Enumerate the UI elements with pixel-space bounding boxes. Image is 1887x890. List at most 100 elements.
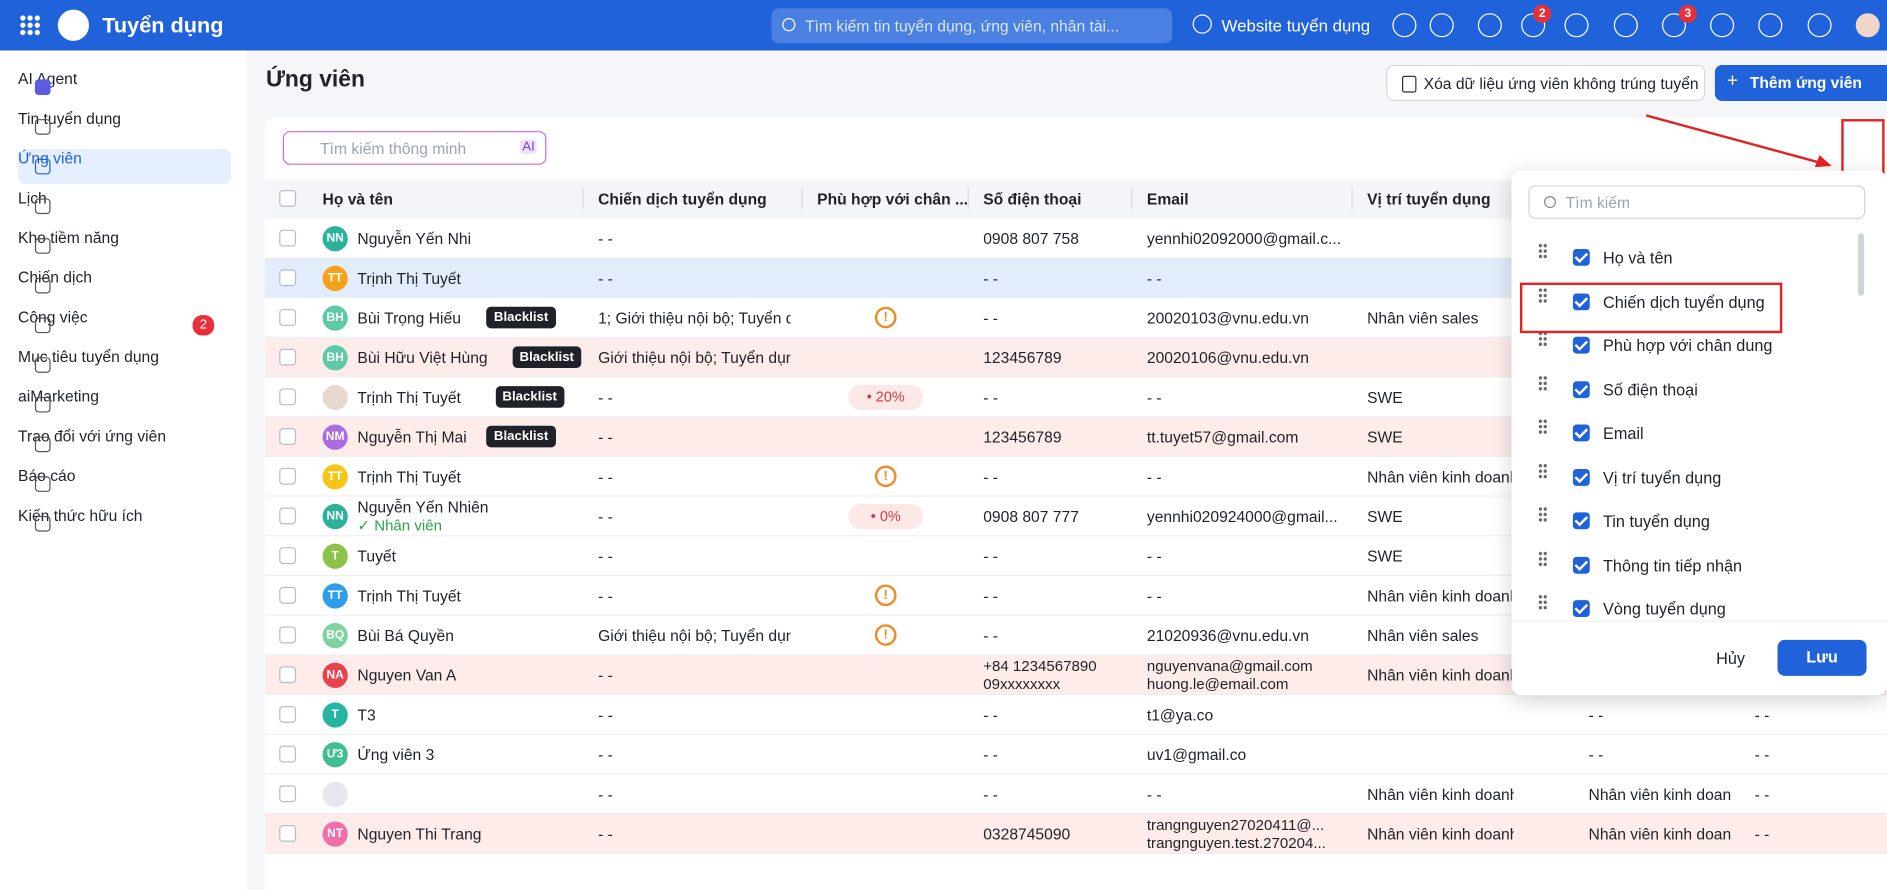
row-checkbox[interactable] bbox=[279, 388, 297, 406]
table-row[interactable]: - - - - - - Nhân viên kinh doanh Nhân viên k… bbox=[264, 774, 1887, 815]
candidate-name[interactable]: Tuyết bbox=[357, 547, 396, 566]
row-checkbox[interactable] bbox=[279, 309, 297, 326]
column-option[interactable]: Vòng tuyển dụng bbox=[1512, 585, 1861, 621]
row-checkbox[interactable] bbox=[279, 348, 297, 366]
row-checkbox[interactable] bbox=[279, 785, 297, 803]
column-checkbox[interactable] bbox=[1572, 380, 1590, 398]
header-icon[interactable] bbox=[1613, 13, 1638, 38]
job-post: Nhân viên kinh doan bbox=[1588, 785, 1732, 804]
nav-item[interactable]: aiMarketing bbox=[18, 387, 231, 422]
drag-handle[interactable] bbox=[1537, 550, 1548, 568]
header-icon[interactable] bbox=[1392, 13, 1417, 38]
candidate-name[interactable]: Bùi Hữu Việt Hùng bbox=[357, 348, 488, 367]
drag-handle[interactable] bbox=[1537, 506, 1548, 524]
header-icon[interactable] bbox=[1855, 13, 1880, 38]
apps-icon[interactable] bbox=[19, 14, 41, 37]
column-checkbox[interactable] bbox=[1572, 292, 1590, 310]
nav-item[interactable]: Kho tiềm năng bbox=[18, 229, 231, 264]
website-link[interactable]: Website tuyển dụng bbox=[1221, 15, 1371, 35]
drag-handle[interactable] bbox=[1537, 330, 1548, 348]
column-option[interactable]: Tin tuyển dụng bbox=[1512, 497, 1861, 540]
position: Nhân viên sales bbox=[1367, 626, 1479, 645]
column-option[interactable]: Thông tin tiếp nhận bbox=[1512, 541, 1861, 584]
candidate-name[interactable]: Nguyen Van A bbox=[357, 666, 457, 685]
candidate-name[interactable]: Trịnh Thị Tuyết bbox=[357, 586, 461, 605]
column-checkbox[interactable] bbox=[1572, 600, 1590, 617]
row-checkbox[interactable] bbox=[279, 269, 297, 287]
column-search[interactable]: Tìm kiếm bbox=[1528, 185, 1866, 219]
column-checkbox[interactable] bbox=[1572, 468, 1590, 486]
row-checkbox[interactable] bbox=[279, 666, 297, 684]
candidate-name[interactable]: Ứng viên 3 bbox=[357, 745, 435, 764]
delete-button[interactable]: Xóa dữ liệu ứng viên không trúng tuyển bbox=[1386, 64, 1706, 102]
column-option[interactable]: Phù hợp với chân dung bbox=[1512, 321, 1861, 364]
column-option[interactable]: Số điện thoại bbox=[1512, 365, 1861, 408]
row-checkbox[interactable] bbox=[279, 467, 297, 485]
nav-item[interactable]: Kiến thức hữu ích bbox=[18, 506, 231, 541]
column-checkbox[interactable] bbox=[1572, 248, 1590, 266]
nav-item[interactable]: Chiến dịch bbox=[18, 268, 231, 303]
candidate-name[interactable]: Trịnh Thị Tuyết bbox=[357, 388, 461, 407]
header-icon[interactable] bbox=[1564, 13, 1589, 38]
nav-item[interactable]: Trao đổi với ứng viên bbox=[18, 427, 231, 462]
row-checkbox[interactable] bbox=[279, 626, 297, 644]
column-checkbox[interactable] bbox=[1572, 336, 1590, 354]
drag-handle[interactable] bbox=[1537, 418, 1548, 436]
cancel-button[interactable]: Hủy bbox=[1716, 649, 1746, 668]
global-search[interactable]: Tìm kiếm tin tuyển dụng, ứng viên, nhân … bbox=[771, 8, 1173, 44]
nav-item[interactable]: Tin tuyển dụng bbox=[18, 109, 231, 144]
header-icon[interactable] bbox=[1710, 13, 1735, 38]
candidate-name[interactable]: Nguyễn Thị Mai bbox=[357, 428, 467, 447]
candidate-name[interactable]: Nguyễn Yến Nhi bbox=[357, 229, 472, 248]
drag-handle[interactable] bbox=[1537, 286, 1548, 304]
candidate-name[interactable]: Bùi Trọng Hiếu bbox=[357, 309, 461, 328]
candidate-name[interactable]: Trịnh Thị Tuyết bbox=[357, 269, 461, 288]
header-icon[interactable] bbox=[1661, 13, 1687, 38]
drag-handle[interactable] bbox=[1537, 594, 1548, 611]
campaign: - - bbox=[598, 705, 613, 725]
table-row[interactable]: T T3 - - - - t1@ya.co - - - - bbox=[264, 695, 1887, 735]
row-checkbox[interactable] bbox=[279, 745, 297, 763]
nav-item[interactable]: Ứng viên bbox=[18, 149, 232, 185]
row-checkbox[interactable] bbox=[279, 507, 297, 525]
nav-item[interactable]: Công việc 2 bbox=[18, 308, 231, 343]
candidate-name[interactable]: Nguyễn Yến Nhiên bbox=[357, 497, 489, 516]
header-icon[interactable] bbox=[1429, 13, 1454, 38]
column-option[interactable]: Họ và tên bbox=[1512, 233, 1861, 276]
table-row[interactable]: BH Bùi Trọng Hiếu Blacklist 1; Giới thiệu n… bbox=[264, 298, 1887, 338]
row-checkbox[interactable] bbox=[279, 825, 297, 842]
table-row[interactable]: Ư3 Ứng viên 3 - - - - uv1@gmail.co - - - - bbox=[264, 734, 1887, 775]
drag-handle[interactable] bbox=[1537, 242, 1548, 260]
header-icon[interactable] bbox=[1758, 13, 1783, 38]
nav-item[interactable]: Lịch bbox=[18, 189, 231, 224]
table-row[interactable]: TT Trịnh Thị Tuyết - -! - - - - Nhân viên kin… bbox=[264, 576, 1887, 616]
drag-handle[interactable] bbox=[1537, 462, 1548, 480]
plus-icon: + bbox=[1726, 70, 1739, 92]
header-icon[interactable] bbox=[1477, 13, 1502, 38]
nav-item[interactable]: AI Agent bbox=[18, 70, 231, 105]
column-checkbox[interactable] bbox=[1572, 424, 1590, 442]
smart-search[interactable]: Tìm kiếm thông minh AI bbox=[282, 131, 547, 165]
add-button[interactable]: + Thêm ứng viên bbox=[1714, 64, 1887, 102]
column-option[interactable]: Vị trí tuyển dụng bbox=[1512, 453, 1861, 496]
table-row[interactable]: NT Nguyen Thi Trang - - 0328745090 trangnguy… bbox=[264, 814, 1887, 854]
candidate-name[interactable]: Nguyen Thi Trang bbox=[357, 825, 482, 844]
column-option[interactable]: Email bbox=[1512, 409, 1861, 452]
candidate-name[interactable]: Trịnh Thị Tuyết bbox=[357, 467, 461, 486]
save-button[interactable]: Lưu bbox=[1777, 639, 1867, 676]
column-checkbox[interactable] bbox=[1572, 512, 1590, 530]
candidate-name[interactable]: T3 bbox=[357, 705, 376, 725]
row-checkbox[interactable] bbox=[279, 229, 297, 247]
row-checkbox[interactable] bbox=[279, 547, 297, 565]
header-icon[interactable] bbox=[1807, 13, 1832, 38]
row-checkbox[interactable] bbox=[279, 586, 297, 604]
nav-item[interactable]: Mục tiêu tuyển dụng bbox=[18, 348, 231, 383]
select-all[interactable] bbox=[279, 190, 297, 207]
column-option[interactable]: Chiến dịch tuyển dụng bbox=[1512, 277, 1861, 320]
row-checkbox[interactable] bbox=[279, 705, 297, 723]
column-checkbox[interactable] bbox=[1572, 556, 1590, 574]
nav-item[interactable]: Báo cáo bbox=[18, 467, 231, 502]
row-checkbox[interactable] bbox=[279, 428, 297, 445]
drag-handle[interactable] bbox=[1537, 374, 1548, 392]
candidate-name[interactable]: Bùi Bá Quyền bbox=[357, 626, 454, 645]
